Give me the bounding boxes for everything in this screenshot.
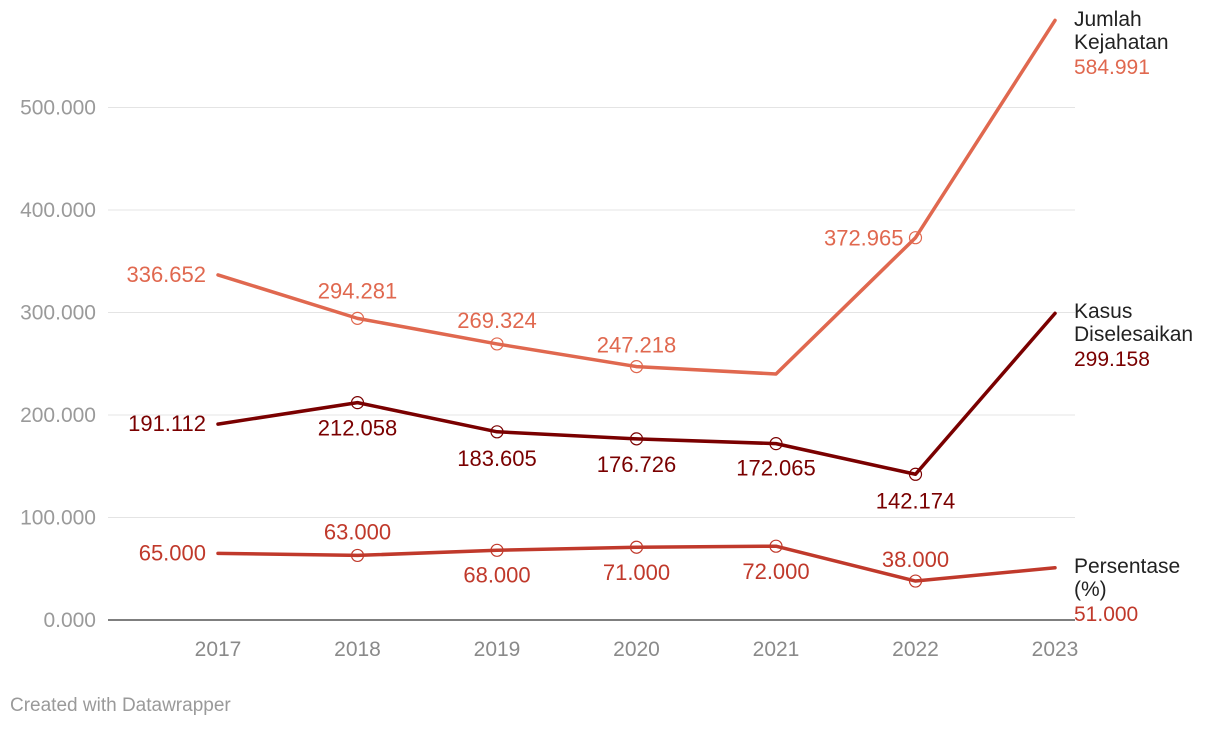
series-name-label: Kejahatan xyxy=(1074,31,1169,54)
data-point xyxy=(490,337,504,351)
data-point xyxy=(629,432,644,446)
y-tick-label: 100.000 xyxy=(20,507,96,530)
x-tick-label: 2018 xyxy=(334,638,381,661)
x-tick-label: 2020 xyxy=(613,638,660,661)
data-label: 172.065 xyxy=(736,456,816,481)
y-tick-label: 0.000 xyxy=(43,609,96,632)
x-tick-label: 2017 xyxy=(195,638,242,661)
data-label: 68.000 xyxy=(463,562,530,587)
data-label: 142.174 xyxy=(876,488,956,513)
data-label: 183.605 xyxy=(457,446,537,471)
y-tick-label: 400.000 xyxy=(20,199,96,222)
data-point xyxy=(908,467,923,481)
data-point xyxy=(769,437,783,451)
data-label: 269.324 xyxy=(457,308,537,333)
data-point xyxy=(629,540,644,554)
footer-credit: Created with Datawrapper xyxy=(10,695,231,716)
series-name-label: Diselesaikan xyxy=(1074,323,1193,346)
data-point xyxy=(769,539,783,553)
data-label: 38.000 xyxy=(882,547,949,572)
data-label: 247.218 xyxy=(597,333,677,358)
data-point xyxy=(629,360,644,374)
data-label: 212.058 xyxy=(318,416,398,441)
series-line xyxy=(216,311,1057,477)
data-label: 372.965 xyxy=(824,226,904,251)
data-label: 71.000 xyxy=(603,560,670,585)
x-tick-label: 2023 xyxy=(1032,638,1079,661)
data-point xyxy=(350,396,365,410)
data-label: 294.281 xyxy=(318,278,398,303)
series-line xyxy=(216,18,1057,376)
data-point xyxy=(908,231,923,245)
data-point xyxy=(350,311,365,325)
data-label: 191.112 xyxy=(128,411,206,436)
data-label: 65.000 xyxy=(139,540,206,565)
x-tick-label: 2021 xyxy=(753,638,800,661)
series-name-label: (%) xyxy=(1074,578,1107,601)
data-label: 176.726 xyxy=(597,452,677,477)
x-tick-label: 2022 xyxy=(892,638,939,661)
data-point xyxy=(490,543,504,557)
x-tick-label: 2019 xyxy=(474,638,521,661)
series-end-value: 51.000 xyxy=(1074,603,1138,626)
series-end-value: 299.158 xyxy=(1074,348,1150,371)
series-name-label: Jumlah xyxy=(1074,8,1142,31)
y-tick-label: 500.000 xyxy=(20,97,96,120)
data-point xyxy=(350,548,365,563)
series-end-value: 584.991 xyxy=(1074,56,1150,79)
data-point xyxy=(908,574,923,588)
y-tick-label: 200.000 xyxy=(20,404,96,427)
series-name-label: Persentase xyxy=(1074,555,1180,578)
y-tick-label: 300.000 xyxy=(20,302,96,325)
data-label: 63.000 xyxy=(324,519,391,544)
series-line xyxy=(216,544,1057,583)
data-point xyxy=(490,425,504,439)
data-label: 336.652 xyxy=(126,262,206,287)
data-label: 72.000 xyxy=(742,559,809,584)
series-name-label: Kasus xyxy=(1074,300,1132,323)
